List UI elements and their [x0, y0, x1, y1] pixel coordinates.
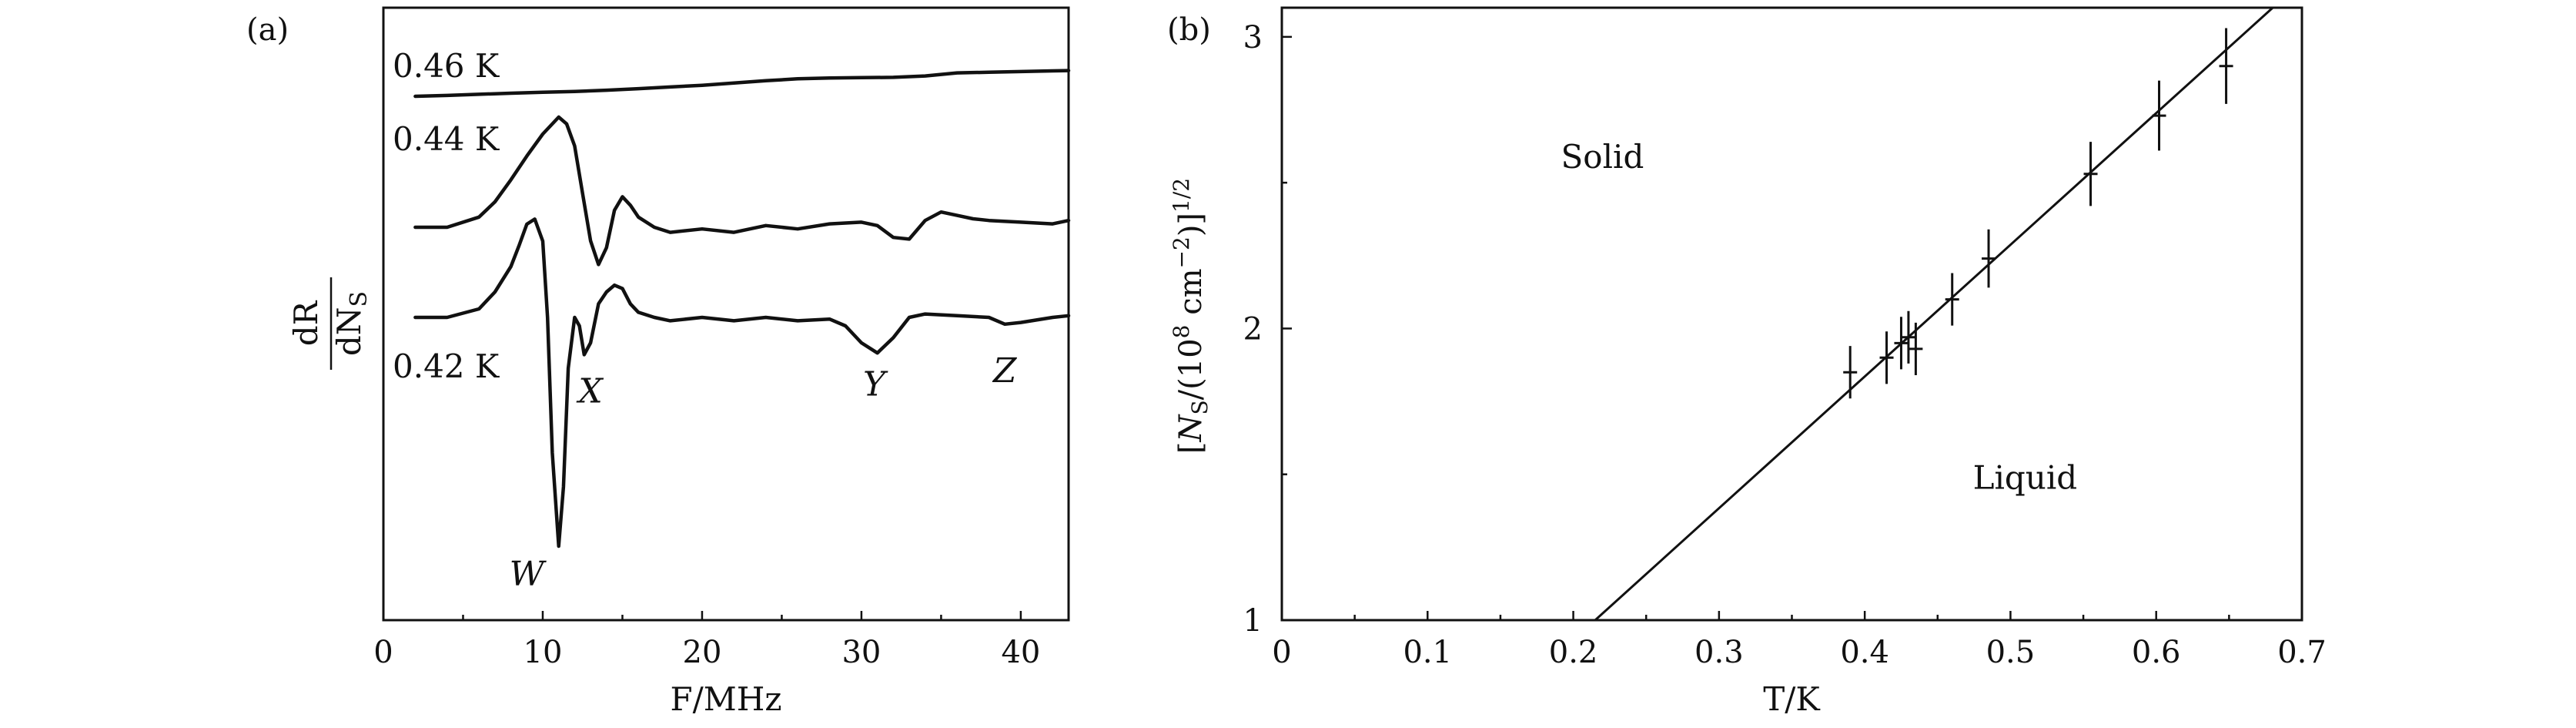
panel-a-x-tick-label: 10 — [524, 635, 563, 670]
panel-b-x-tick-label: 0 — [1272, 635, 1291, 670]
panel-a-frame — [382, 6, 1070, 622]
panel-a-x-ticks: 0 10 20 30 40 — [373, 611, 1040, 670]
panel-a-series-curve-1 — [413, 69, 1071, 99]
panel-b-data-point — [1901, 310, 1915, 364]
panel-a-annotation-z: Z — [992, 351, 1018, 391]
panel-b-region-solid: Solid — [1561, 138, 1644, 176]
panel-a-annotation-x: X — [576, 371, 604, 411]
panel-b-label: (b) — [1167, 12, 1211, 48]
panel-a-series-labels: 0.46 K 0.44 K 0.42 K — [393, 47, 500, 385]
panel-b-fit-line — [1594, 6, 2274, 622]
panel-b-data-point — [1909, 322, 1923, 375]
panel-a-x-tick-label: 30 — [841, 635, 881, 670]
panel-a-series-label-2: 0.44 K — [393, 120, 500, 158]
panel-b-data-point — [1879, 331, 1894, 384]
panel-b-fit-line-segment — [1594, 6, 2274, 622]
panel-a: (a) 0 10 20 30 40 0.46 K 0.44 K 0.42 K W X Y Z F/… — [246, 6, 1071, 718]
panel-b-data-point — [2083, 142, 2098, 206]
panel-a-y-label-numerator: dR — [287, 300, 325, 346]
panel-b-region-labels: Solid Liquid — [1561, 138, 2078, 496]
panel-b-x-tick-label: 0.3 — [1694, 635, 1744, 670]
panel-b-data-point — [2219, 28, 2233, 104]
panel-a-x-axis-label: F/MHz — [670, 680, 781, 718]
panel-b-x-tick-label: 0.6 — [2132, 635, 2181, 670]
panel-a-x-tick-label: 40 — [1001, 635, 1040, 670]
panel-a-y-label-denominator: dNS — [330, 291, 373, 356]
panel-b-y-tick-label: 2 — [1243, 311, 1263, 347]
panel-b-y-ticks: 1 2 3 — [1243, 20, 1292, 639]
panel-a-x-tick-label: 0 — [373, 635, 393, 670]
panel-b-data-point — [2152, 80, 2166, 151]
panel-b-data-point — [1843, 346, 1858, 399]
panel-b-x-ticks: 0 0.1 0.2 0.3 0.4 0.5 0.6 0.7 — [1272, 611, 2327, 670]
panel-a-y-axis-label: dR dNS — [287, 277, 373, 370]
panel-a-x-tick-label: 20 — [683, 635, 722, 670]
panel-b-y-tick-label: 1 — [1243, 603, 1263, 639]
panel-a-series-label-1: 0.46 K — [393, 47, 500, 85]
panel-a-series-label-3: 0.42 K — [393, 347, 500, 385]
panel-a-annotation-w: W — [510, 555, 547, 594]
panel-b-x-tick-label: 0.2 — [1549, 635, 1598, 670]
panel-b-x-tick-label: 0.5 — [1986, 635, 2036, 670]
panel-b: (b) 0 0.1 0.2 0.3 0.4 0.5 0.6 0.7 1 2 3 Solid Liqu… — [1167, 6, 2327, 718]
panel-b-region-liquid: Liquid — [1973, 459, 2078, 497]
panel-b-y-axis-label: [NS/(108 cm−2)]1/2 — [1169, 178, 1213, 454]
panel-a-series-curve-2 — [413, 115, 1071, 267]
panel-b-x-tick-label: 0.7 — [2277, 635, 2327, 670]
panel-b-data-point — [1945, 273, 1959, 326]
panel-a-series-curve-3 — [413, 217, 1071, 549]
panel-a-label: (a) — [246, 12, 289, 48]
panel-b-data-point — [1894, 317, 1909, 370]
panel-b-frame — [1280, 6, 2303, 622]
panel-a-annotations: W X Y Z — [510, 351, 1018, 594]
panel-b-y-tick-label: 3 — [1243, 20, 1263, 55]
panel-a-annotation-y: Y — [863, 365, 888, 404]
panel-a-curves — [413, 69, 1071, 549]
panel-b-data-point — [1982, 229, 1996, 288]
panel-b-x-tick-label: 0.4 — [1840, 635, 1889, 670]
panel-b-x-tick-label: 0.1 — [1403, 635, 1452, 670]
panel-b-points — [1843, 28, 2233, 399]
panel-b-x-axis-label: T/K — [1763, 680, 1821, 718]
